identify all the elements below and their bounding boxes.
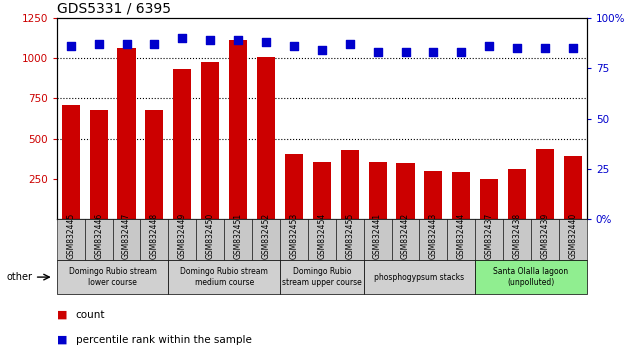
Point (456, 49, 466, 55)
Bar (392, 219, 420, 261)
Bar (196, 219, 224, 261)
Text: phosphogypsum stacks: phosphogypsum stacks (374, 273, 464, 281)
Bar (201, 62, 220, 219)
Text: GSM832454: GSM832454 (317, 213, 326, 259)
Text: GSM832455: GSM832455 (345, 213, 354, 259)
Point (150, 41, 160, 47)
Text: GSM832446: GSM832446 (94, 213, 103, 259)
Text: GSM832442: GSM832442 (401, 213, 410, 259)
Text: Santa Olalla lagoon
(unpolluted): Santa Olalla lagoon (unpolluted) (493, 267, 569, 287)
Bar (57, 261, 168, 294)
Bar (90, 110, 108, 219)
Bar (313, 162, 331, 219)
Bar (85, 219, 112, 261)
Text: Domingo Rubio
stream upper course: Domingo Rubio stream upper course (282, 267, 362, 287)
Text: GSM832445: GSM832445 (66, 213, 75, 259)
Bar (564, 156, 582, 219)
Bar (285, 154, 303, 219)
Bar (531, 219, 559, 261)
Text: Domingo Rubio stream
lower course: Domingo Rubio stream lower course (69, 267, 156, 287)
Text: GDS5331 / 6395: GDS5331 / 6395 (57, 1, 171, 15)
Text: GSM832447: GSM832447 (122, 213, 131, 259)
Bar (168, 261, 280, 294)
Bar (396, 163, 415, 219)
Text: GSM832452: GSM832452 (261, 213, 271, 259)
Bar (141, 219, 168, 261)
Bar (341, 150, 359, 219)
Text: GSM832453: GSM832453 (290, 213, 298, 259)
Bar (475, 219, 503, 261)
Point (484, 43, 494, 49)
Text: ■: ■ (57, 335, 68, 345)
Bar (280, 219, 308, 261)
Point (568, 45, 578, 51)
Point (261, 39, 271, 45)
Bar (503, 219, 531, 261)
Point (512, 45, 522, 51)
Point (428, 49, 439, 55)
Bar (369, 162, 387, 219)
Bar (559, 219, 587, 261)
Text: GSM832441: GSM832441 (373, 213, 382, 259)
Bar (168, 219, 196, 261)
Text: GSM832437: GSM832437 (485, 213, 493, 259)
Text: GSM832448: GSM832448 (150, 213, 159, 259)
Bar (420, 219, 447, 261)
Bar (536, 149, 554, 219)
Bar (447, 219, 475, 261)
Text: GSM832450: GSM832450 (206, 213, 215, 259)
Point (540, 45, 550, 51)
Point (93, 41, 103, 47)
Bar (57, 219, 85, 261)
Bar (363, 261, 475, 294)
Bar (224, 219, 252, 261)
Text: other: other (6, 272, 32, 282)
Bar (475, 261, 587, 294)
Point (345, 41, 355, 47)
Point (177, 35, 187, 41)
Point (66, 43, 76, 49)
Bar (257, 57, 275, 219)
Bar (308, 219, 336, 261)
Bar (174, 69, 191, 219)
Bar (145, 110, 163, 219)
Point (317, 47, 327, 53)
Text: GSM832443: GSM832443 (429, 213, 438, 259)
Text: GSM832449: GSM832449 (178, 213, 187, 259)
Point (205, 37, 215, 43)
Bar (424, 171, 442, 219)
Bar (480, 179, 498, 219)
Bar (252, 219, 280, 261)
Bar (508, 170, 526, 219)
Point (372, 49, 382, 55)
Bar (336, 219, 363, 261)
Point (401, 49, 411, 55)
Bar (117, 47, 136, 219)
Point (122, 41, 132, 47)
Bar (363, 219, 392, 261)
Bar (62, 105, 80, 219)
Bar (452, 172, 470, 219)
Text: percentile rank within the sample: percentile rank within the sample (76, 335, 252, 345)
Bar (229, 40, 247, 219)
Text: GSM832439: GSM832439 (541, 213, 550, 259)
Point (289, 43, 299, 49)
Text: GSM832444: GSM832444 (457, 213, 466, 259)
Bar (112, 219, 141, 261)
Text: count: count (76, 310, 105, 320)
Text: GSM832440: GSM832440 (569, 213, 577, 259)
Text: Domingo Rubio stream
medium course: Domingo Rubio stream medium course (180, 267, 268, 287)
Text: ■: ■ (57, 310, 68, 320)
Bar (280, 261, 363, 294)
Text: GSM832451: GSM832451 (233, 213, 242, 259)
Text: GSM832438: GSM832438 (512, 213, 522, 259)
Point (233, 37, 243, 43)
